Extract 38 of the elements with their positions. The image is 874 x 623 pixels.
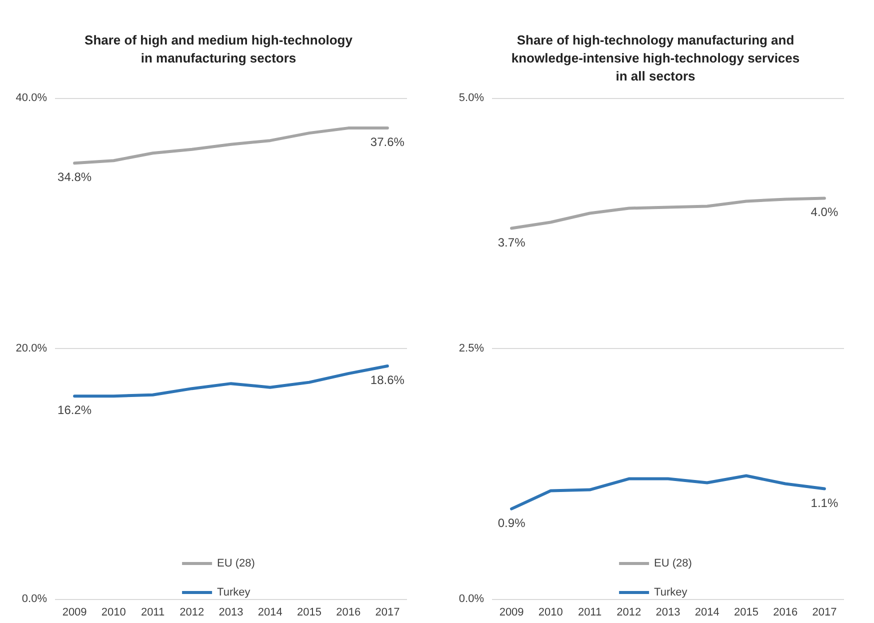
x-tick-label: 2009	[499, 606, 524, 618]
x-tick-label: 2013	[656, 606, 680, 618]
data-label: 16.2%	[58, 403, 92, 418]
legend-label: Turkey	[217, 586, 251, 598]
y-tick-label: 2.5%	[458, 342, 484, 354]
x-tick-label: 2010	[101, 606, 126, 618]
x-tick-label: 2015	[734, 606, 758, 618]
y-tick-label: 0.0%	[458, 593, 484, 605]
x-tick-label: 2011	[578, 606, 602, 618]
data-label: 1.1%	[810, 496, 838, 510]
x-tick-label: 2012	[616, 606, 642, 618]
x-tick-label: 2017	[812, 606, 837, 618]
x-tick-label: 2011	[140, 606, 165, 618]
data-label: 34.8%	[58, 170, 92, 184]
x-tick-label: 2013	[218, 606, 244, 618]
data-label: 37.6%	[370, 135, 405, 150]
data-label: 18.6%	[370, 373, 405, 388]
x-tick-label: 2014	[258, 606, 282, 618]
y-tick-label: 40.0%	[16, 92, 48, 104]
data-label: 4.0%	[810, 205, 838, 220]
y-tick-label: 0.0%	[22, 593, 48, 605]
x-tick-label: 2017	[375, 606, 400, 618]
x-tick-label: 2012	[180, 606, 204, 618]
x-tick-label: 2009	[62, 606, 87, 618]
data-label: 0.9%	[498, 516, 526, 530]
x-tick-label: 2016	[773, 606, 798, 618]
y-tick-label: 5.0%	[458, 92, 484, 104]
data-label: 3.7%	[498, 235, 526, 250]
y-tick-label: 20.0%	[16, 342, 48, 354]
chart-title: Share of high and medium high-technology in manufacturing sectors	[84, 32, 354, 66]
chart-title: Share of high-technology manufacturing and knowledge-intensive high-technology services in all sectors	[511, 32, 800, 84]
x-tick-label: 2010	[538, 606, 563, 618]
x-tick-label: 2016	[336, 606, 361, 618]
legend-label: EU (28)	[217, 558, 255, 570]
x-tick-label: 2015	[296, 606, 322, 618]
x-tick-label: 2014	[694, 606, 720, 618]
legend-label: Turkey	[654, 586, 688, 598]
legend-label: EU (28)	[654, 558, 692, 570]
